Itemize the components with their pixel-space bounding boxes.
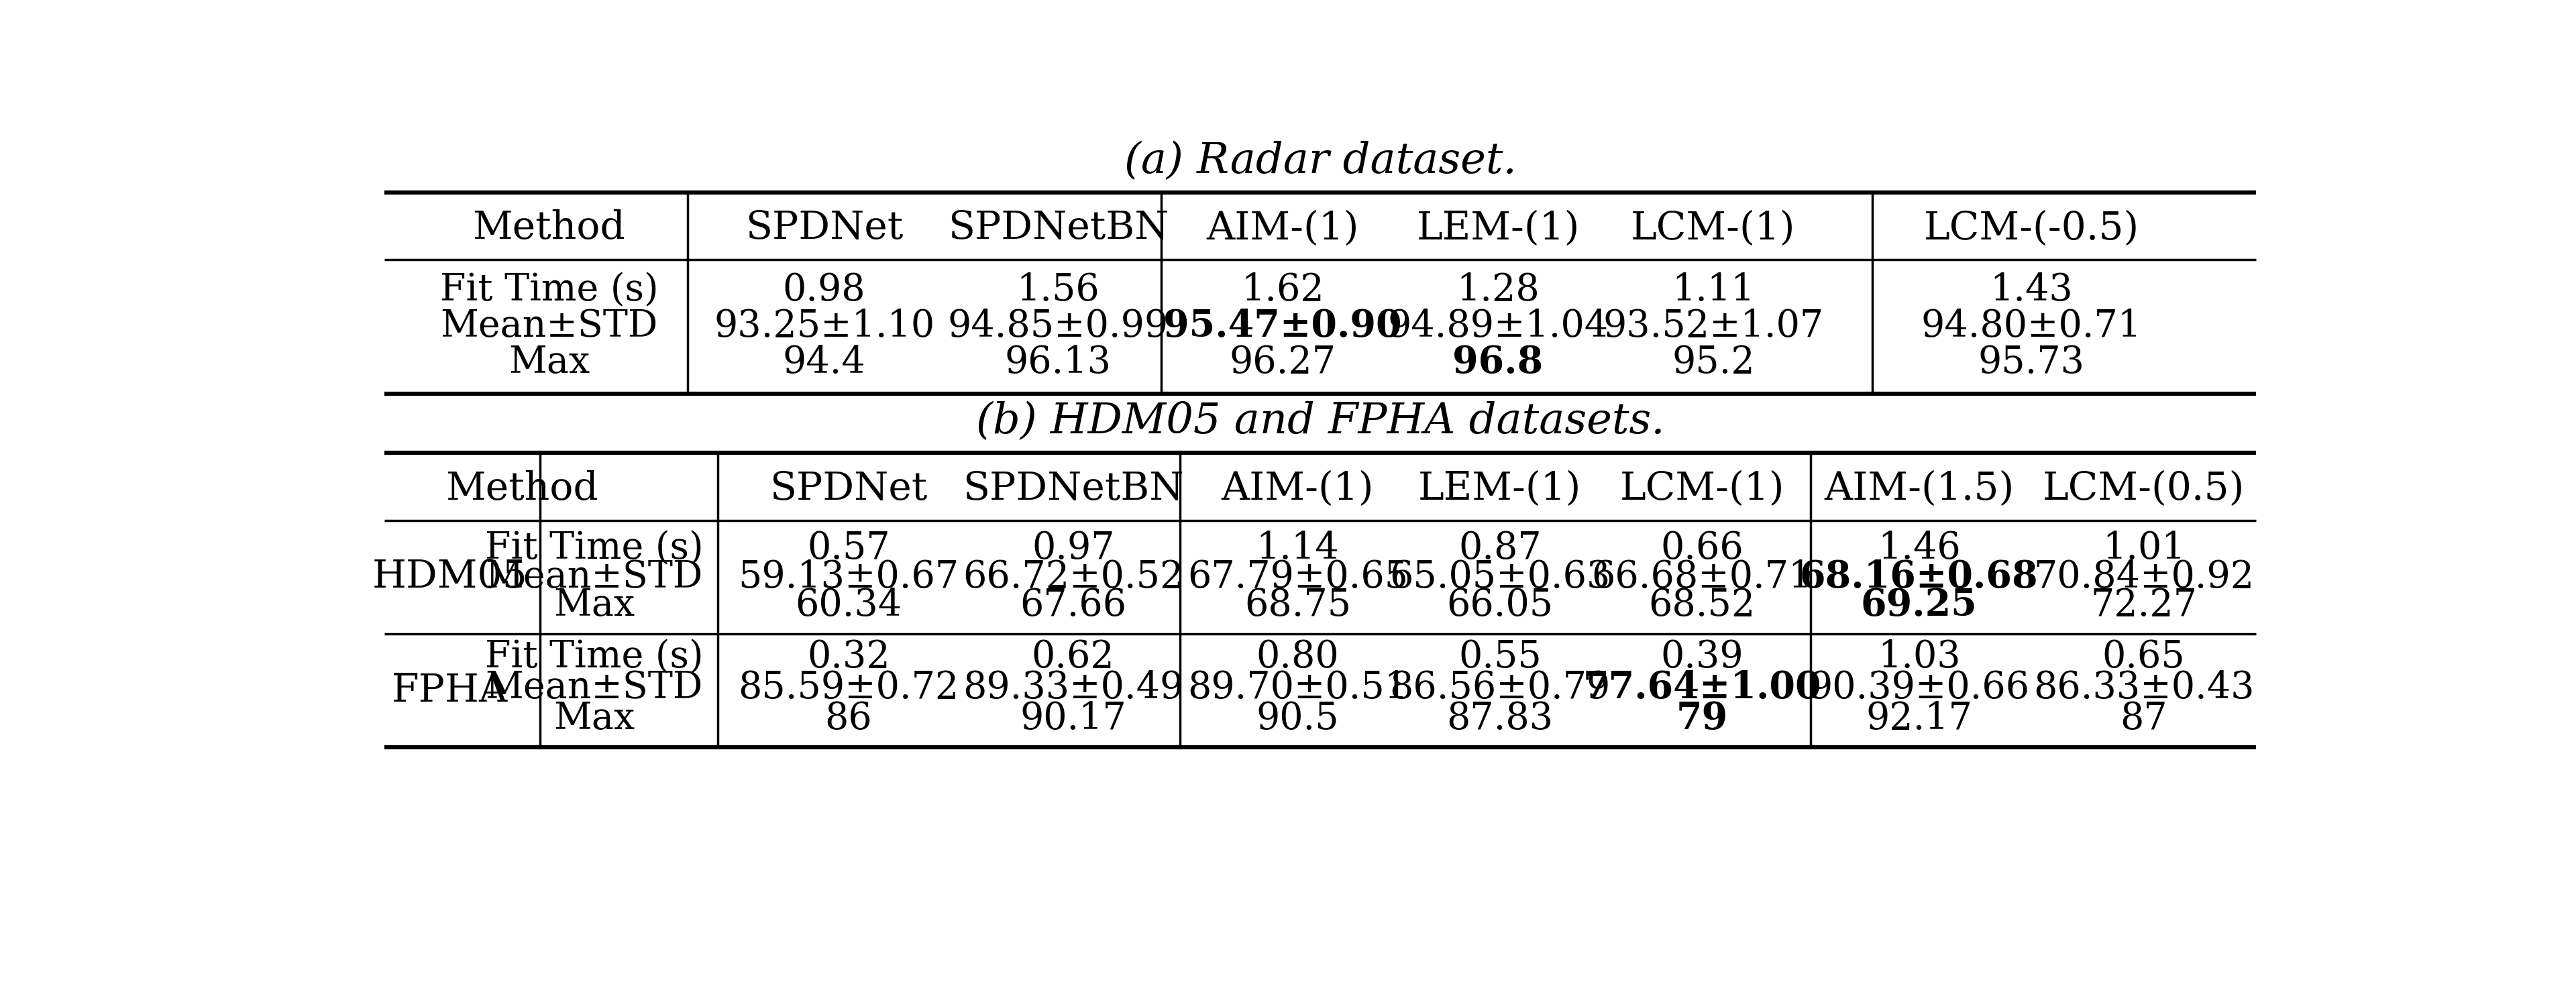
Text: 96.13: 96.13 [1005,345,1110,381]
Text: 0.55: 0.55 [1458,638,1540,676]
Text: 86.56±0.79: 86.56±0.79 [1388,670,1610,706]
Text: AIM-(1): AIM-(1) [1206,209,1360,247]
Text: LCM-(1): LCM-(1) [1631,209,1795,247]
Text: 69.25: 69.25 [1860,587,1978,624]
Text: 86.33±0.43: 86.33±0.43 [2032,670,2254,706]
Text: Mean±STD: Mean±STD [484,559,703,595]
Text: Method: Method [446,470,598,508]
Text: 0.98: 0.98 [783,272,866,308]
Text: 1.01: 1.01 [2102,530,2184,567]
Text: 92.17: 92.17 [1865,701,1973,737]
Text: 68.52: 68.52 [1649,587,1754,624]
Text: 67.66: 67.66 [1020,587,1126,624]
Text: LEM-(1): LEM-(1) [1419,470,1582,508]
Text: SPDNet: SPDNet [744,209,904,247]
Text: 95.2: 95.2 [1672,345,1754,381]
Text: 66.72±0.52: 66.72±0.52 [963,559,1182,595]
Text: 94.85±0.99: 94.85±0.99 [948,308,1170,345]
Text: HDM05: HDM05 [371,558,528,596]
Text: Fit Time (s): Fit Time (s) [440,272,659,308]
Text: (b) HDM05 and FPHA datasets.: (b) HDM05 and FPHA datasets. [976,402,1664,443]
Text: 0.97: 0.97 [1033,530,1115,567]
Text: 94.89±1.04: 94.89±1.04 [1388,308,1607,345]
Text: Max: Max [507,345,590,381]
Text: 77.64±1.00: 77.64±1.00 [1582,670,1821,706]
Text: 1.11: 1.11 [1672,272,1754,308]
Text: 94.4: 94.4 [783,345,866,381]
Text: Mean±STD: Mean±STD [440,308,657,345]
Text: 67.79±0.65: 67.79±0.65 [1188,559,1409,595]
Text: 66.05: 66.05 [1448,587,1553,624]
Text: 60.34: 60.34 [796,587,902,624]
Text: Max: Max [554,701,634,737]
Text: 0.65: 0.65 [2102,638,2184,676]
Text: Max: Max [554,587,634,624]
Text: 87.83: 87.83 [1448,701,1553,737]
Text: 0.66: 0.66 [1662,530,1744,567]
Text: 96.27: 96.27 [1229,345,1337,381]
Text: 1.28: 1.28 [1455,272,1540,308]
Text: 79: 79 [1677,700,1728,737]
Text: Fit Time (s): Fit Time (s) [484,530,703,567]
Text: 1.56: 1.56 [1018,272,1100,308]
Text: 0.39: 0.39 [1662,638,1744,676]
Text: 68.16±0.68: 68.16±0.68 [1801,559,2038,595]
Text: 1.14: 1.14 [1257,530,1340,567]
Text: Method: Method [471,209,626,247]
Text: Fit Time (s): Fit Time (s) [484,638,703,676]
Text: 0.57: 0.57 [806,530,891,567]
Text: 70.84±0.92: 70.84±0.92 [2032,559,2254,595]
Text: 0.62: 0.62 [1030,638,1115,676]
Text: 94.80±0.71: 94.80±0.71 [1922,308,2141,345]
Text: 0.80: 0.80 [1257,638,1340,676]
Text: 90.39±0.66: 90.39±0.66 [1808,670,2030,706]
Text: 95.47±0.90: 95.47±0.90 [1164,308,1401,345]
Text: FPHA: FPHA [392,672,507,709]
Text: 66.68±0.71: 66.68±0.71 [1592,559,1814,595]
Text: 96.8: 96.8 [1453,345,1543,381]
Text: Mean±STD: Mean±STD [484,670,703,706]
Text: 0.32: 0.32 [806,638,891,676]
Text: LCM-(0.5): LCM-(0.5) [2043,470,2244,508]
Text: 90.5: 90.5 [1257,701,1340,737]
Text: 65.05±0.63: 65.05±0.63 [1388,559,1610,595]
Text: 1.46: 1.46 [1878,530,1960,567]
Text: 93.52±1.07: 93.52±1.07 [1602,308,1824,345]
Text: 1.62: 1.62 [1242,272,1324,308]
Text: SPDNet: SPDNet [770,470,927,508]
Text: 68.75: 68.75 [1244,587,1352,624]
Text: 0.87: 0.87 [1458,530,1540,567]
Text: SPDNetBN: SPDNetBN [963,470,1182,508]
Text: AIM-(1): AIM-(1) [1221,470,1373,508]
Text: 93.25±1.10: 93.25±1.10 [714,308,935,345]
Text: 86: 86 [824,701,873,737]
Text: 85.59±0.72: 85.59±0.72 [739,670,958,706]
Text: AIM-(1.5): AIM-(1.5) [1824,470,2014,508]
Text: 95.73: 95.73 [1978,345,2084,381]
Text: 59.13±0.67: 59.13±0.67 [739,559,958,595]
Text: 90.17: 90.17 [1020,701,1126,737]
Text: SPDNetBN: SPDNetBN [948,209,1170,247]
Text: 89.33±0.49: 89.33±0.49 [963,670,1182,706]
Text: (a) Radar dataset.: (a) Radar dataset. [1123,140,1517,182]
Text: 89.70±0.51: 89.70±0.51 [1188,670,1409,706]
Text: LEM-(1): LEM-(1) [1417,209,1579,247]
Text: 1.43: 1.43 [1989,272,2074,308]
Text: 72.27: 72.27 [2089,587,2197,624]
Text: 1.03: 1.03 [1878,638,1960,676]
Text: LCM-(-0.5): LCM-(-0.5) [1924,209,2138,247]
Text: 87: 87 [2120,701,2166,737]
Text: LCM-(1): LCM-(1) [1620,470,1785,508]
